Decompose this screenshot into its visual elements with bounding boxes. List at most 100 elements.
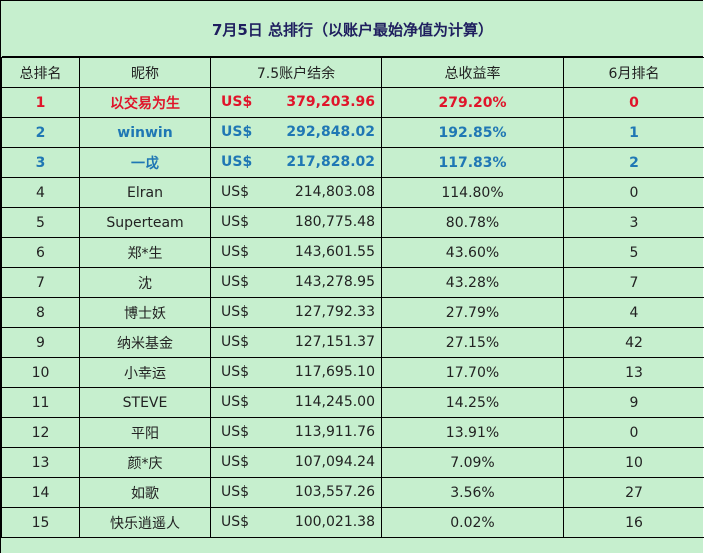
header-rank: 总排名: [1, 57, 80, 88]
nickname-cell: 快乐逍遥人: [79, 507, 211, 538]
return-cell: 17.70%: [381, 357, 564, 388]
balance-cell: US$ 214,803.08: [210, 177, 382, 208]
balance-cell: US$ 114,245.00: [210, 387, 382, 418]
nickname-cell: STEVE: [79, 387, 211, 418]
currency-label: US$: [221, 274, 250, 290]
header-balance: 7.5账户结余: [210, 57, 382, 88]
nickname-cell: 颜*庆: [79, 447, 211, 478]
nickname-cell: 如歌: [79, 477, 211, 508]
balance-amount: 107,094.24: [294, 454, 375, 470]
june-rank-cell: 3: [563, 207, 704, 238]
balance-amount: 180,775.48: [294, 214, 375, 230]
currency-label: US$: [221, 364, 250, 380]
table-row: 4 Elran US$ 214,803.08 114.80% 0: [1, 177, 704, 208]
nickname-cell: Elran: [79, 177, 211, 208]
currency-label: US$: [221, 334, 250, 350]
june-rank-cell: 2: [563, 147, 704, 178]
sheet-title: 7月5日 总排行（以账户最始净值为计算）: [2, 2, 703, 57]
currency-label: US$: [221, 394, 250, 410]
balance-amount: 113,911.76: [294, 424, 375, 440]
rank-cell: 12: [1, 417, 80, 448]
currency-label: US$: [221, 94, 253, 110]
table-row: 6 郑*生 US$ 143,601.55 43.60% 5: [1, 237, 704, 268]
balance-cell: US$ 379,203.96: [210, 87, 382, 118]
june-rank-cell: 27: [563, 477, 704, 508]
return-cell: 117.83%: [381, 147, 564, 178]
table-row: 5 Superteam US$ 180,775.48 80.78% 3: [1, 207, 704, 238]
balance-amount: 114,245.00: [294, 394, 375, 410]
nickname-cell: 郑*生: [79, 237, 211, 268]
currency-label: US$: [221, 514, 250, 530]
return-cell: 14.25%: [381, 387, 564, 418]
ranking-table: 总排名 昵称 7.5账户结余 总收益率 6月排名 1 以交易为生 US$ 379,20…: [1, 57, 704, 538]
balance-cell: US$ 127,151.37: [210, 327, 382, 358]
june-rank-cell: 13: [563, 357, 704, 388]
june-rank-cell: 9: [563, 387, 704, 418]
rank-cell: 4: [1, 177, 80, 208]
rank-cell: 13: [1, 447, 80, 478]
return-cell: 27.15%: [381, 327, 564, 358]
table-row: 3 一戉 US$ 217,828.02 117.83% 2: [1, 147, 704, 178]
balance-cell: US$ 117,695.10: [210, 357, 382, 388]
balance-cell: US$ 143,601.55: [210, 237, 382, 268]
table-row: 11 STEVE US$ 114,245.00 14.25% 9: [1, 387, 704, 418]
table-row: 15 快乐逍遥人 US$ 100,021.38 0.02% 16: [1, 507, 704, 538]
return-cell: 43.28%: [381, 267, 564, 298]
currency-label: US$: [221, 154, 253, 170]
currency-label: US$: [221, 184, 250, 200]
table-row: 10 小幸运 US$ 117,695.10 17.70% 13: [1, 357, 704, 388]
balance-cell: US$ 113,911.76: [210, 417, 382, 448]
balance-cell: US$ 103,557.26: [210, 477, 382, 508]
balance-cell: US$ 143,278.95: [210, 267, 382, 298]
june-rank-cell: 16: [563, 507, 704, 538]
balance-cell: US$ 292,848.02: [210, 117, 382, 148]
return-cell: 7.09%: [381, 447, 564, 478]
balance-amount: 214,803.08: [294, 184, 375, 200]
june-rank-cell: 42: [563, 327, 704, 358]
rank-cell: 14: [1, 477, 80, 508]
header-return: 总收益率: [381, 57, 564, 88]
rank-cell: 9: [1, 327, 80, 358]
table-row: 7 沈 US$ 143,278.95 43.28% 7: [1, 267, 704, 298]
balance-amount: 127,792.33: [294, 304, 375, 320]
currency-label: US$: [221, 244, 250, 260]
table-row: 1 以交易为生 US$ 379,203.96 279.20% 0: [1, 87, 704, 118]
nickname-cell: 博士妖: [79, 297, 211, 328]
table-row: 13 颜*庆 US$ 107,094.24 7.09% 10: [1, 447, 704, 478]
nickname-cell: 平阳: [79, 417, 211, 448]
table-row: 2 winwin US$ 292,848.02 192.85% 1: [1, 117, 704, 148]
nickname-cell: 沈: [79, 267, 211, 298]
return-cell: 114.80%: [381, 177, 564, 208]
nickname-cell: 以交易为生: [79, 87, 211, 118]
table-row: 9 纳米基金 US$ 127,151.37 27.15% 42: [1, 327, 704, 358]
balance-amount: 143,601.55: [294, 244, 375, 260]
return-cell: 279.20%: [381, 87, 564, 118]
june-rank-cell: 0: [563, 417, 704, 448]
nickname-cell: winwin: [79, 117, 211, 148]
rank-cell: 10: [1, 357, 80, 388]
return-cell: 192.85%: [381, 117, 564, 148]
balance-amount: 143,278.95: [294, 274, 375, 290]
rank-cell: 15: [1, 507, 80, 538]
currency-label: US$: [221, 484, 250, 500]
balance-cell: US$ 107,094.24: [210, 447, 382, 478]
balance-amount: 117,695.10: [294, 364, 375, 380]
return-cell: 0.02%: [381, 507, 564, 538]
table-row: 14 如歌 US$ 103,557.26 3.56% 27: [1, 477, 704, 508]
nickname-cell: Superteam: [79, 207, 211, 238]
rank-cell: 5: [1, 207, 80, 238]
return-cell: 43.60%: [381, 237, 564, 268]
rank-cell: 2: [1, 117, 80, 148]
currency-label: US$: [221, 214, 250, 230]
rank-cell: 6: [1, 237, 80, 268]
return-cell: 27.79%: [381, 297, 564, 328]
june-rank-cell: 4: [563, 297, 704, 328]
return-cell: 80.78%: [381, 207, 564, 238]
balance-cell: US$ 100,021.38: [210, 507, 382, 538]
june-rank-cell: 10: [563, 447, 704, 478]
june-rank-cell: 0: [563, 87, 704, 118]
balance-amount: 217,828.02: [286, 154, 375, 170]
header-row: 总排名 昵称 7.5账户结余 总收益率 6月排名: [1, 57, 704, 88]
balance-amount: 103,557.26: [294, 484, 375, 500]
